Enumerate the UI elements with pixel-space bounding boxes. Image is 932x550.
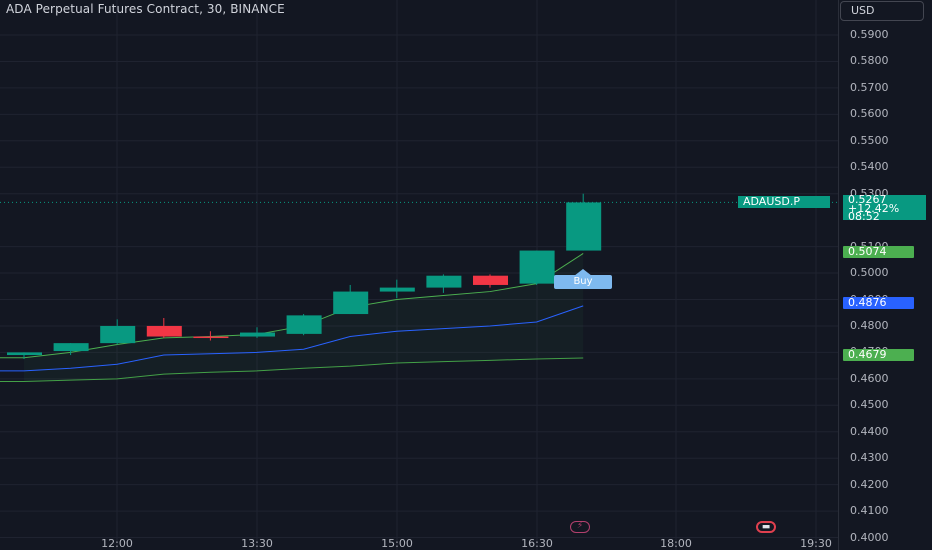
us-flag-icon[interactable]: ▬ bbox=[756, 521, 776, 533]
price-tick-label: 0.5800 bbox=[850, 54, 889, 68]
ma-blue-line bbox=[0, 305, 584, 372]
symbol-label: ADAUSD.P bbox=[738, 196, 830, 208]
price-tick-label: 0.5700 bbox=[850, 80, 889, 94]
buy-label-pointer bbox=[574, 269, 592, 276]
price-tick-label: 0.5600 bbox=[850, 107, 889, 121]
price-tick-label: 0.4500 bbox=[850, 398, 889, 412]
bar-countdown: 08:52 bbox=[848, 210, 880, 223]
time-tick-label: 13:30 bbox=[241, 537, 273, 550]
price-axis-divider bbox=[838, 0, 839, 550]
candle-body bbox=[333, 291, 369, 315]
candle-body bbox=[519, 250, 555, 284]
candle-body bbox=[240, 332, 275, 337]
candle-body bbox=[473, 275, 508, 285]
candle-body bbox=[193, 336, 229, 339]
price-tick-label: 0.4400 bbox=[850, 424, 889, 438]
ma-band-fill bbox=[24, 253, 584, 382]
price-tick-label: 0.5000 bbox=[850, 266, 889, 280]
candle-body bbox=[379, 287, 415, 292]
price-tick-label: 0.4200 bbox=[850, 477, 889, 491]
price-tick-label: 0.4600 bbox=[850, 371, 889, 385]
lightning-icon[interactable]: ⚡ bbox=[570, 521, 590, 533]
time-tick-label: 18:00 bbox=[660, 537, 692, 550]
candle-body bbox=[566, 202, 602, 251]
candle-body bbox=[426, 275, 462, 288]
candle-body bbox=[7, 352, 42, 356]
time-tick-label: 16:30 bbox=[521, 537, 553, 550]
price-tick-label: 0.4800 bbox=[850, 318, 889, 332]
candle-body bbox=[146, 325, 182, 337]
price-tick-label: 0.4100 bbox=[850, 504, 889, 518]
change-percent: +12.42% bbox=[848, 201, 900, 215]
chart-title: ADA Perpetual Futures Contract, 30, BINA… bbox=[6, 2, 285, 16]
ma-slow-price-tag: 0.4679 bbox=[843, 349, 914, 361]
price-tick-label: 0.5500 bbox=[850, 133, 889, 147]
ma-blue-price-tag: 0.4876 bbox=[843, 297, 914, 309]
price-tick-label: 0.5900 bbox=[850, 28, 889, 41]
ma-slow-line bbox=[0, 357, 584, 382]
price-tick-label: 0.4300 bbox=[850, 451, 889, 465]
last-price-box: 0.5267 +12.42% 08:52 bbox=[843, 193, 926, 223]
ma-fast-price-tag: 0.5074 bbox=[843, 246, 914, 258]
price-tick-label: 0.4000 bbox=[850, 530, 889, 544]
price-tick-label: 0.5400 bbox=[850, 160, 889, 174]
last-price: 0.5267 bbox=[848, 193, 887, 206]
time-tick-label: 19:30 bbox=[800, 537, 832, 550]
time-tick-label: 15:00 bbox=[381, 537, 413, 550]
time-tick-label: 12:00 bbox=[101, 537, 133, 550]
candle-body bbox=[100, 325, 136, 344]
candle-body bbox=[286, 315, 322, 334]
candle-body bbox=[53, 343, 89, 352]
buy-signal-label[interactable]: Buy bbox=[554, 275, 612, 289]
currency-button[interactable]: USD bbox=[840, 1, 924, 21]
